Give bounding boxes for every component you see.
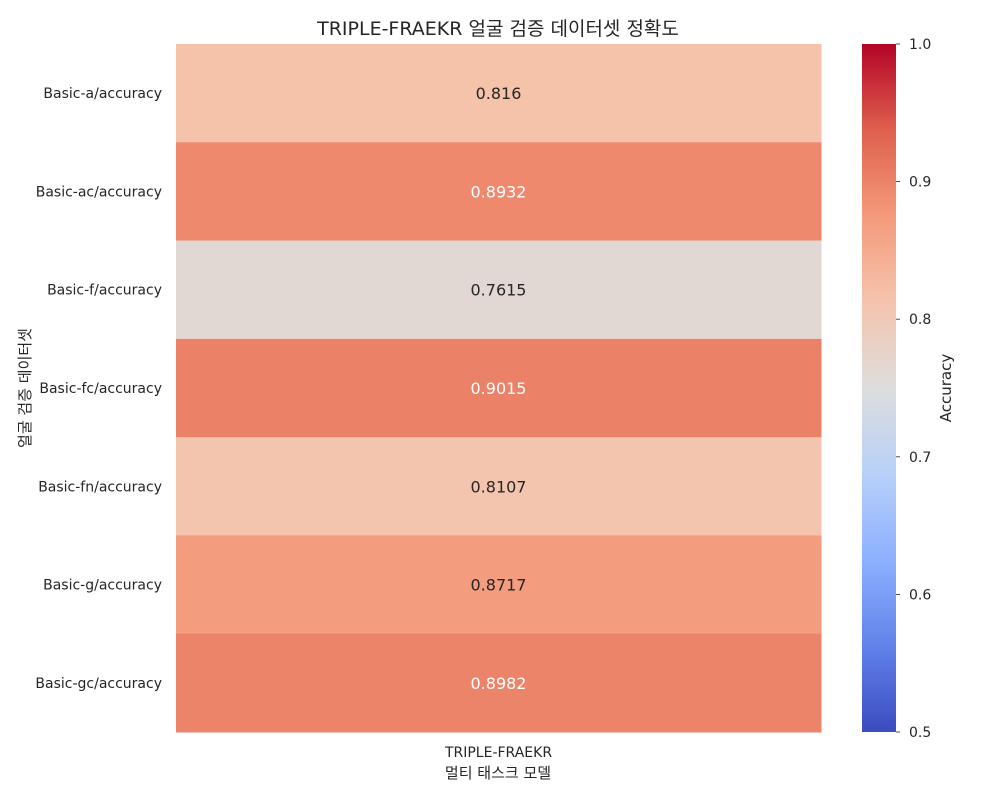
colorbar-tick-label: 0.7: [909, 450, 931, 466]
heatmap-cell-labels: 0.816 0.8932 0.7615 0.9015 0.8107 0.8717 0.898…: [471, 84, 527, 693]
column-tick-label: TRIPLE-FRAEKR: [444, 745, 552, 761]
column-tick-labels: TRIPLE-FRAEKR: [444, 745, 552, 761]
cell-value-label: 0.816: [476, 84, 522, 103]
colorbar-label: Accuracy: [937, 354, 955, 423]
colorbar-ticks: 0.5 0.6 0.7 0.8 0.9 1.0: [896, 37, 931, 741]
row-tick-label: Basic-g/accuracy: [43, 578, 162, 594]
colorbar-tick-label: 0.6: [909, 587, 931, 603]
colorbar-tick-label: 0.9: [909, 175, 931, 191]
heatmap-cell: [176, 535, 822, 635]
x-axis-label: 멀티 태스크 모델: [445, 764, 551, 782]
heatmap-cell: [176, 338, 822, 438]
row-tick-label: Basic-fn/accuracy: [38, 479, 162, 495]
row-tick-label: Basic-ac/accuracy: [36, 184, 162, 200]
chart-title: TRIPLE-FRAEKR 얼굴 검증 데이터셋 정확도: [316, 18, 679, 40]
heatmap-cell: [176, 142, 822, 242]
cell-value-label: 0.8982: [471, 674, 527, 693]
heatmap-cell: [176, 44, 822, 143]
row-tick-labels: Basic-a/accuracy Basic-ac/accuracy Basic-f…: [35, 86, 162, 692]
row-tick-label: Basic-fc/accuracy: [39, 381, 162, 397]
colorbar-tick-label: 0.5: [909, 725, 931, 741]
y-axis-label: 얼굴 검증 데이터셋: [16, 328, 34, 448]
cell-value-label: 0.8932: [471, 182, 527, 201]
cell-value-label: 0.8717: [471, 576, 527, 595]
heatmap-cell: [176, 240, 822, 340]
cell-value-label: 0.7615: [471, 281, 527, 300]
cell-value-label: 0.9015: [471, 379, 527, 398]
cell-value-label: 0.8107: [471, 477, 527, 496]
colorbar-tick-label: 0.8: [909, 312, 931, 328]
row-tick-label: Basic-gc/accuracy: [35, 676, 162, 692]
heatmap-cell: [176, 633, 822, 733]
colorbar: [862, 44, 896, 732]
row-tick-label: Basic-f/accuracy: [47, 283, 162, 299]
heatmap-cell: [176, 437, 822, 536]
colorbar-tick-label: 1.0: [909, 37, 931, 53]
heatmap-cells: [176, 44, 822, 733]
row-tick-label: Basic-a/accuracy: [43, 86, 162, 102]
